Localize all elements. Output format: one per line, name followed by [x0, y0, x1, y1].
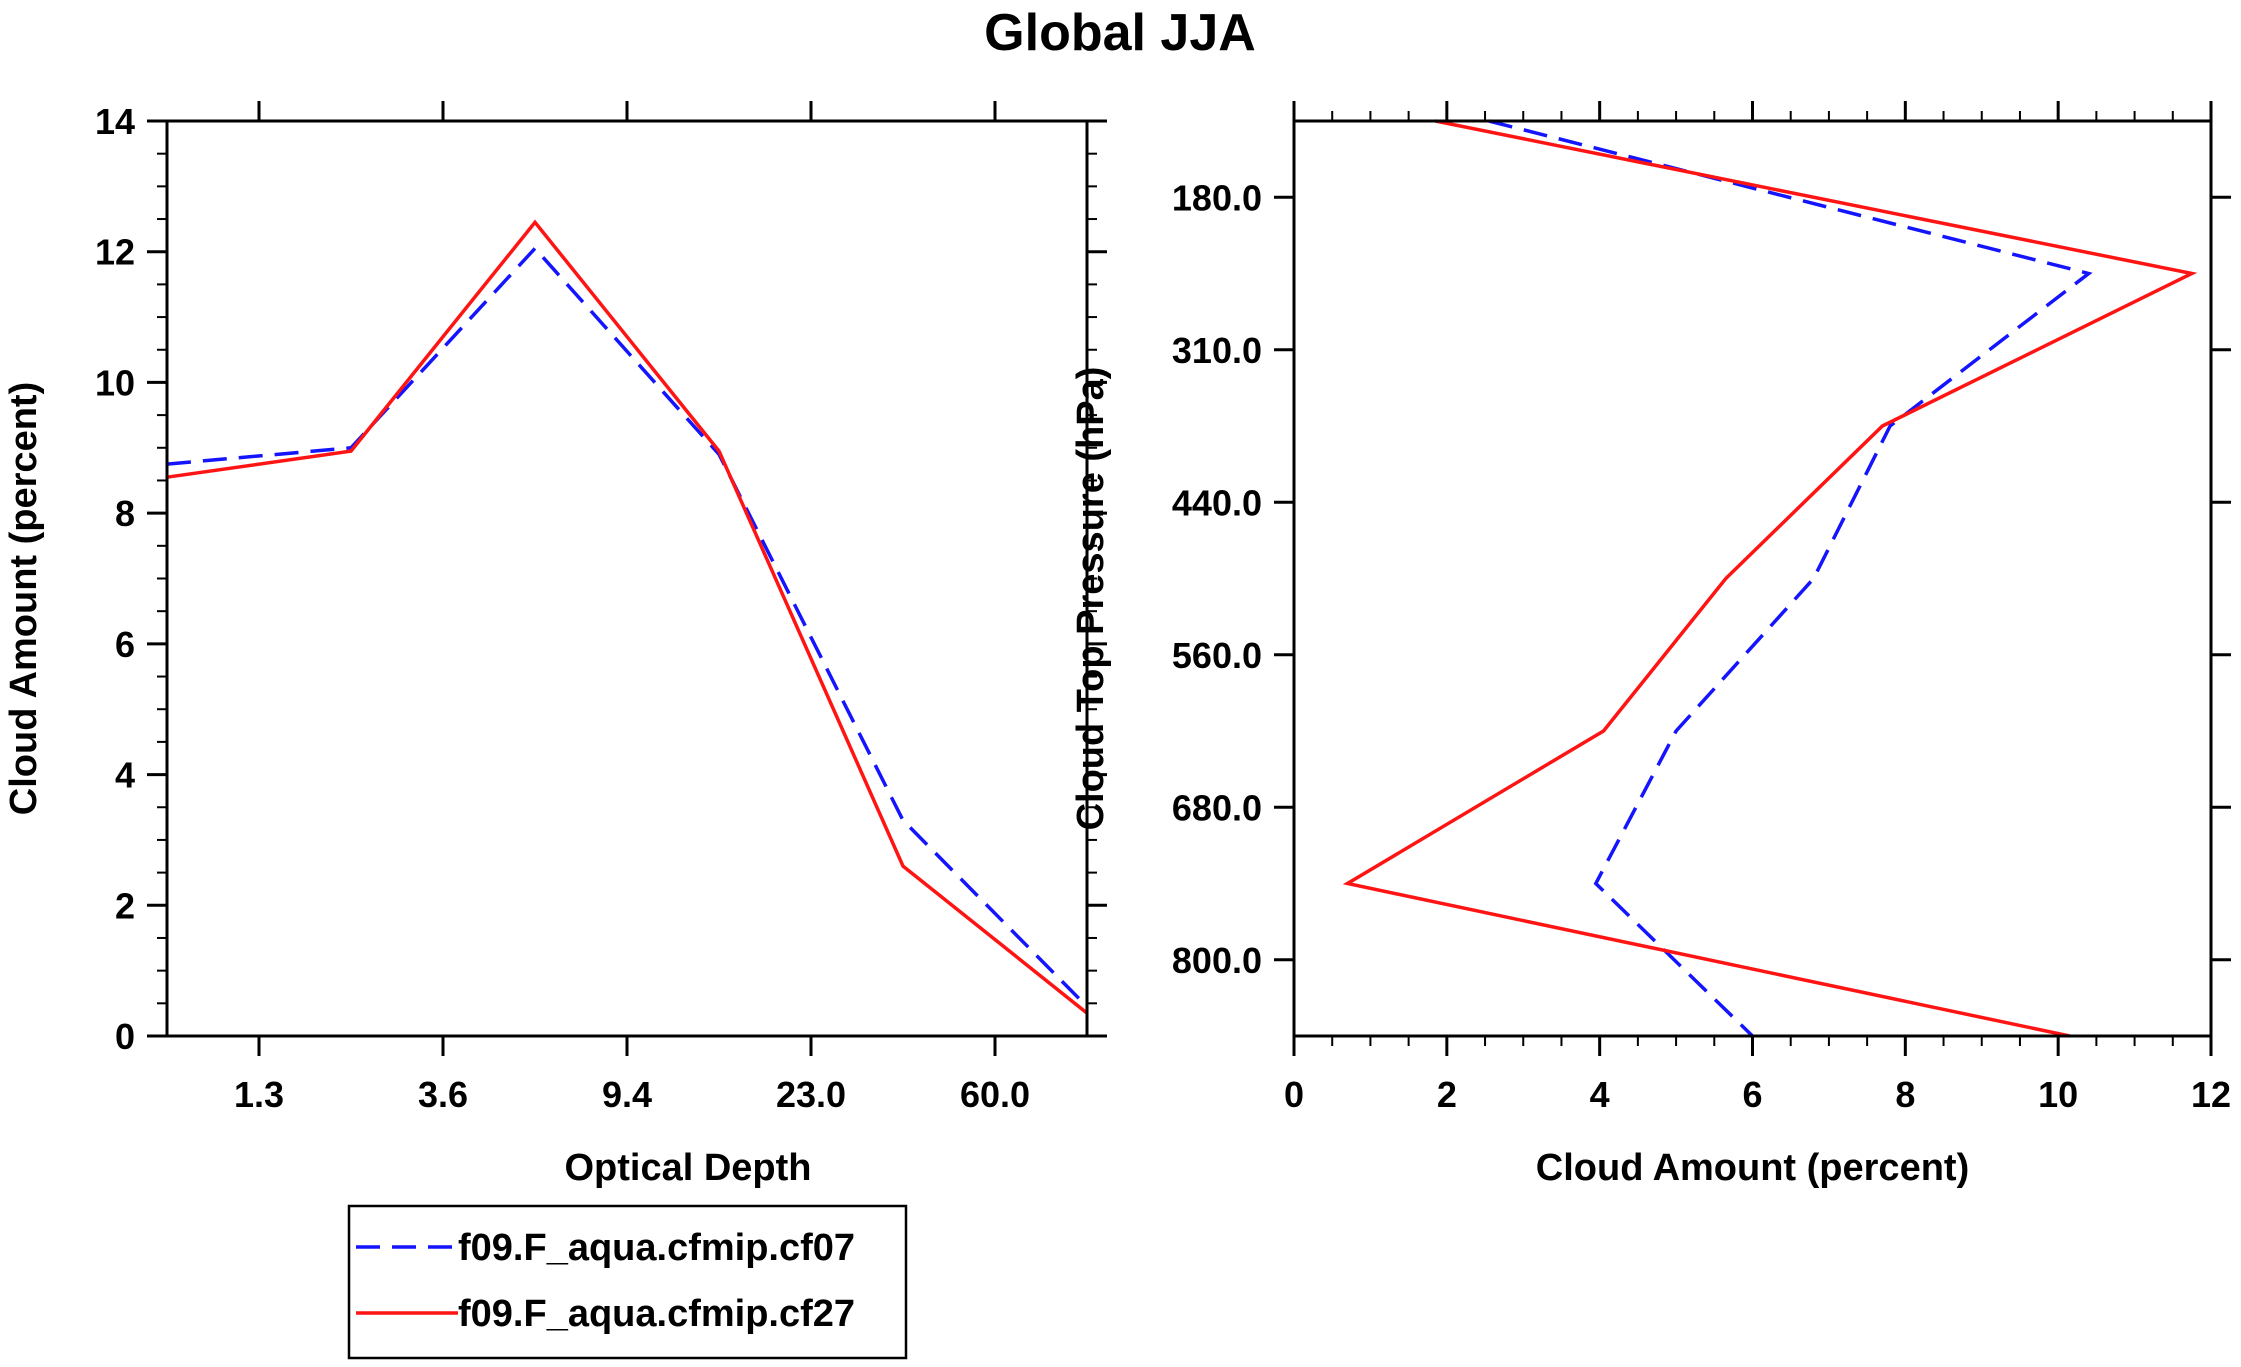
- legend: f09.F_aqua.cfmip.cf07 f09.F_aqua.cfmip.c…: [347, 1204, 908, 1360]
- left-y-tick-label: 12: [95, 232, 135, 273]
- legend-label-cf27: f09.F_aqua.cfmip.cf27: [458, 1293, 855, 1335]
- right-x-tick-label: 10: [2038, 1074, 2078, 1115]
- right-x-tick-label: 4: [1590, 1074, 1610, 1115]
- legend-label-cf07: f09.F_aqua.cfmip.cf07: [458, 1227, 855, 1269]
- right-ticks-group: 0 2 4 6 8 10 12 180.0 310.0 440.0 560.0 680.0 800.0: [1172, 101, 2231, 1115]
- left-y-tick-label: 4: [115, 755, 135, 796]
- right-plot-frame: [1292, 119, 2213, 1038]
- right-y-tick-label: 560.0: [1172, 635, 1262, 676]
- left-y-tick-label: 14: [95, 101, 135, 142]
- right-y-tick-label: 180.0: [1172, 177, 1262, 218]
- right-y-tick-label: 440.0: [1172, 482, 1262, 523]
- left-y-tick-label: 2: [115, 885, 135, 926]
- right-x-tick-label: 8: [1895, 1074, 1915, 1115]
- left-x-tick-label: 9.4: [602, 1074, 652, 1115]
- left-panel: 0 2 4 6 8 10 12 14 1.3 3.6 9.4 23.0 60.0 Optical Dep…: [3, 101, 1107, 1189]
- left-series-line-1: [166, 219, 1089, 1015]
- right-series-group: [1342, 119, 2198, 1038]
- left-ticks-group: 0 2 4 6 8 10 12 14 1.3 3.6 9.4 23.0 60.0: [95, 101, 1107, 1115]
- left-x-tick-label: 23.0: [776, 1074, 846, 1115]
- right-x-tick-label: 6: [1742, 1074, 1762, 1115]
- left-y-tick-label: 10: [95, 362, 135, 403]
- left-series-line-0: [166, 245, 1089, 1008]
- right-x-tick-label: 12: [2191, 1074, 2231, 1115]
- right-x-tick-label: 0: [1284, 1074, 1304, 1115]
- left-x-tick-label: 1.3: [234, 1074, 284, 1115]
- right-y-axis-label: Cloud Top Pressure (hPa): [1070, 367, 1112, 831]
- right-series-line-0: [1488, 119, 2093, 1038]
- legend-box: [347, 1204, 908, 1360]
- left-x-tick-label: 3.6: [418, 1074, 468, 1115]
- left-y-tick-label: 0: [115, 1016, 135, 1057]
- left-plot-frame: [165, 119, 1089, 1038]
- left-series-group: [166, 219, 1089, 1015]
- left-y-tick-label: 6: [115, 624, 135, 665]
- right-x-tick-label: 2: [1437, 1074, 1457, 1115]
- left-x-axis-label: Optical Depth: [564, 1147, 811, 1189]
- left-y-axis-label: Cloud Amount (percent): [3, 382, 45, 815]
- right-series-line-1: [1342, 119, 2198, 1038]
- right-y-tick-label: 310.0: [1172, 330, 1262, 371]
- chart-title: Global JJA: [984, 4, 1256, 62]
- left-x-tick-label: 60.0: [960, 1074, 1030, 1115]
- right-x-axis-label: Cloud Amount (percent): [1536, 1147, 1969, 1189]
- right-panel: 0 2 4 6 8 10 12180.0310.0440.0560.0680.0800.0 …: [1070, 101, 2231, 1189]
- left-y-tick-label: 8: [115, 493, 135, 534]
- right-y-tick-label: 680.0: [1172, 787, 1262, 828]
- right-y-tick-label: 800.0: [1172, 940, 1262, 981]
